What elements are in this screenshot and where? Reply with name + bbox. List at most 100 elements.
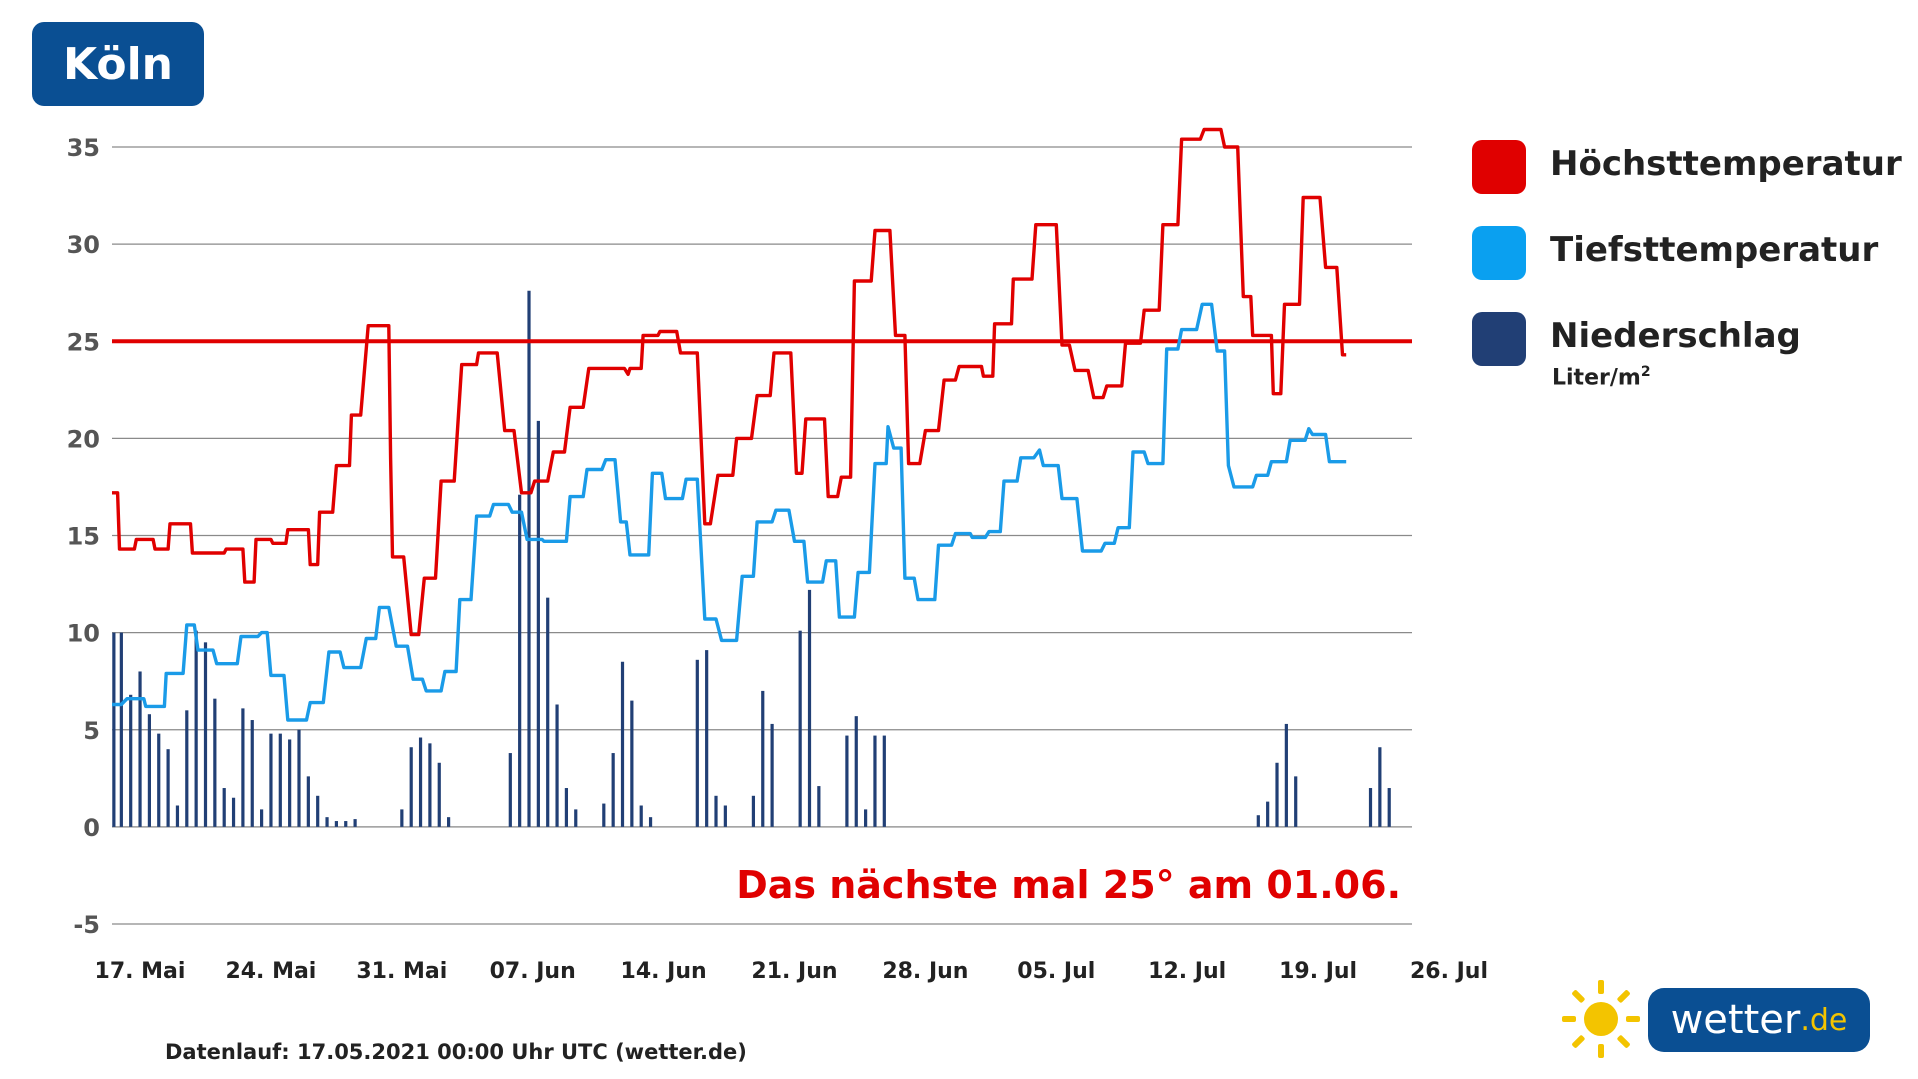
logo-name: wetter (1670, 997, 1801, 1043)
precip-bar (546, 597, 550, 827)
logo-tld: .de (1800, 1002, 1848, 1038)
precip-bar (602, 803, 606, 827)
precip-bar (157, 733, 161, 827)
precip-bar (334, 821, 338, 827)
precip-bar (620, 661, 625, 827)
precip-bar (798, 630, 802, 827)
precip-bar (194, 630, 198, 827)
precip-bar (723, 805, 727, 827)
precip-bar (119, 632, 123, 827)
precip-bar (854, 716, 858, 827)
precip-bar (112, 632, 116, 827)
x-tick-label: 12. Jul (1148, 959, 1226, 984)
precip-bar (269, 733, 273, 827)
precip-bar (770, 723, 774, 827)
precip-bar (648, 817, 653, 827)
precip-bar (175, 805, 180, 827)
precip-bar (555, 704, 559, 827)
precip-bar (518, 494, 522, 827)
precip-bar (428, 743, 432, 827)
precip-bar (1284, 723, 1288, 827)
y-tick-label: 15 (67, 523, 100, 551)
x-tick-label: 26. Jul (1410, 959, 1488, 984)
precip-bar (138, 671, 142, 827)
precip-bar (250, 720, 254, 827)
precip-bar (213, 698, 217, 827)
precip-bar (418, 737, 423, 827)
max-temperature-line (112, 127, 1347, 637)
precip-bar (564, 788, 569, 827)
precip-bar (147, 714, 151, 827)
y-tick-label: 20 (67, 425, 100, 453)
y-tick-label: 0 (83, 814, 100, 842)
legend-label-max: Höchsttemperatur (1550, 144, 1902, 184)
precip-bar (1256, 815, 1260, 827)
y-tick-label: 35 (67, 134, 100, 162)
precip-bar (761, 690, 765, 827)
x-tick-label: 17. Mai (95, 959, 186, 984)
x-tick-label: 24. Mai (225, 959, 316, 984)
x-tick-labels: 17. Mai 24. Mai 31. Mai 07. Jun 14. Jun 21. J… (95, 959, 1488, 984)
precip-bar (241, 708, 245, 827)
y-tick-label: 30 (67, 231, 100, 259)
precip-bar (400, 809, 404, 827)
precip-bar (325, 817, 329, 827)
precip-bar (231, 797, 236, 827)
precip-bar (845, 735, 849, 827)
precip-bar (297, 729, 301, 827)
precip-bar (751, 795, 756, 827)
precipitation-bars (112, 290, 1391, 827)
x-tick-label: 07. Jun (490, 959, 576, 984)
city-title: Köln (32, 22, 204, 106)
precip-bar (185, 710, 189, 827)
logo-wordmark: wetter .de (1648, 988, 1870, 1052)
precip-bar (882, 735, 886, 827)
precip-bar (344, 821, 348, 827)
precip-bar (536, 420, 540, 827)
precip-bar (705, 650, 709, 827)
legend-label-precip: Niederschlag (1550, 316, 1801, 356)
precip-bar (864, 809, 868, 827)
precip-bar (1266, 801, 1270, 827)
precip-bar (129, 694, 133, 827)
legend-label-min: Tiefsttemperatur (1550, 230, 1879, 270)
precip-bar (508, 753, 512, 827)
wetter-de-logo[interactable]: wetter .de (1560, 978, 1870, 1060)
y-tick-label: 5 (83, 717, 100, 745)
legend-swatch-min (1472, 226, 1526, 280)
precip-bar (288, 739, 292, 827)
legend-swatch-precip (1472, 312, 1526, 366)
precip-bar (1368, 788, 1373, 827)
legend-unit-text: Liter/m (1552, 365, 1641, 391)
next-25-annotation: Das nächste mal 25° am 01.06. (736, 863, 1401, 907)
precip-bar (306, 776, 310, 827)
precip-bar (1387, 788, 1391, 827)
y-tick-label: 10 (67, 620, 100, 648)
x-tick-label: 21. Jun (751, 959, 837, 984)
precip-bar (353, 819, 357, 827)
data-run-footer: Datenlauf: 17.05.2021 00:00 Uhr UTC (wet… (165, 1040, 747, 1064)
sun-icon (1562, 980, 1640, 1058)
x-tick-label: 05. Jul (1017, 959, 1095, 984)
precip-bar (630, 700, 634, 827)
x-tick-label: 28. Jun (882, 959, 968, 984)
precip-bar (409, 747, 413, 827)
precip-bar (639, 805, 643, 827)
min-temperature-line (112, 302, 1347, 722)
temperature-lines (112, 127, 1412, 722)
precip-bar (1378, 747, 1382, 827)
legend-unit-precip: Liter/m2 (1552, 364, 1651, 390)
x-tick-label: 14. Jun (621, 959, 707, 984)
precip-bar (611, 753, 615, 827)
y-tick-label: -5 (73, 911, 100, 939)
precip-bar (316, 795, 320, 827)
precip-bar (260, 809, 264, 827)
precip-bar (278, 733, 282, 827)
legend-unit-sup: 2 (1640, 364, 1651, 380)
precip-bar (817, 786, 821, 827)
precip-bar (873, 735, 877, 827)
precip-bar (807, 589, 812, 827)
y-tick-labels: -5 0 5 10 15 20 25 30 35 (67, 134, 100, 939)
precip-bar (166, 749, 170, 827)
